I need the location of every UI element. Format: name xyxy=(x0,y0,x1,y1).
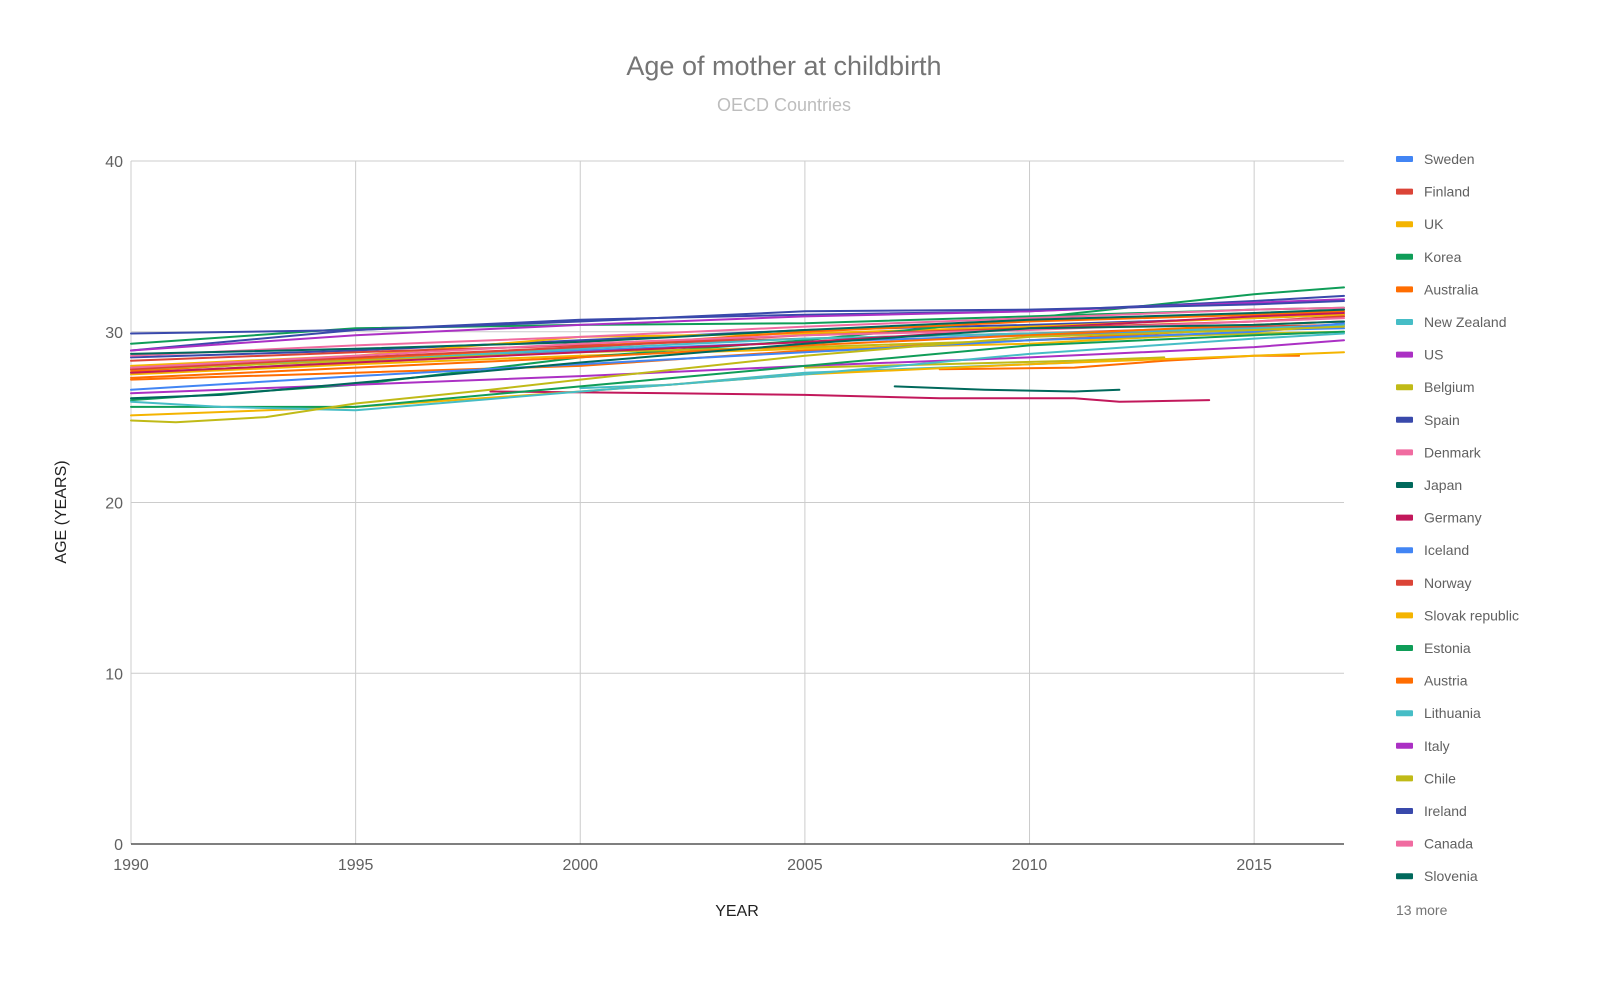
legend-item-label[interactable]: Lithuania xyxy=(1424,705,1481,721)
series-line-canada xyxy=(130,317,1345,369)
legend-more-link[interactable]: 13 more xyxy=(1396,902,1448,918)
legend-item-label[interactable]: Japan xyxy=(1424,477,1462,493)
legend-swatch xyxy=(1396,840,1413,847)
legend-swatch xyxy=(1396,775,1413,782)
x-tick-label: 2000 xyxy=(562,857,598,874)
legend-item-label[interactable]: Korea xyxy=(1424,249,1462,265)
y-tick-label: 20 xyxy=(105,496,123,513)
legend-swatch xyxy=(1396,612,1413,619)
legend-swatch xyxy=(1396,514,1413,521)
legend-item-label[interactable]: Sweden xyxy=(1424,151,1475,167)
series-line-australia xyxy=(130,310,1345,372)
x-tick-label: 2015 xyxy=(1236,857,1272,874)
series-line-more xyxy=(893,385,1121,393)
x-axis-label: YEAR xyxy=(715,903,759,920)
legend-item-label[interactable]: Italy xyxy=(1424,738,1450,754)
series-line-chile xyxy=(130,325,1345,424)
legend-swatch xyxy=(1396,449,1413,456)
x-tick-label: 1995 xyxy=(338,857,374,874)
x-tick-label: 1990 xyxy=(113,857,149,874)
legend-item-label[interactable]: Spain xyxy=(1424,412,1460,428)
legend-swatch xyxy=(1396,579,1413,586)
chart-title: Age of mother at childbirth xyxy=(626,51,941,81)
series-line-ireland xyxy=(130,300,1345,335)
y-tick-label: 0 xyxy=(114,837,123,854)
legend-swatch xyxy=(1396,286,1413,293)
series-line-lithuania xyxy=(130,332,1345,412)
legend-item-label[interactable]: Finland xyxy=(1424,184,1470,200)
series-line-more xyxy=(489,390,1211,403)
series-line-japan xyxy=(130,308,1345,355)
legend-swatch xyxy=(1396,253,1413,260)
y-tick-label: 10 xyxy=(105,666,123,683)
legend-swatch xyxy=(1396,742,1413,749)
axes: 0 10 20 30 40 1990 1995 2000 2005 2010 2015 xyxy=(105,154,1344,874)
legend-swatch xyxy=(1396,384,1413,391)
legend-swatch xyxy=(1396,188,1413,195)
series-line-belgium xyxy=(130,330,1345,371)
series-line-denmark xyxy=(130,306,1345,357)
x-tick-label: 2010 xyxy=(1012,857,1048,874)
legend-item-label[interactable]: New Zealand xyxy=(1424,314,1507,330)
series-line-more xyxy=(803,356,1166,369)
legend-swatch xyxy=(1396,547,1413,554)
legend-item-label[interactable]: UK xyxy=(1424,216,1444,232)
legend-swatch xyxy=(1396,710,1413,717)
legend-swatch xyxy=(1396,482,1413,488)
legend-swatch xyxy=(1396,351,1413,358)
legend-item-label[interactable]: Ireland xyxy=(1424,803,1467,819)
series-line-slovenia xyxy=(130,320,1345,400)
legend-swatch xyxy=(1396,416,1413,423)
y-tick-label: 30 xyxy=(105,325,123,342)
legend-swatch xyxy=(1396,221,1413,228)
series-line-italy xyxy=(130,298,1345,352)
legend-item-label[interactable]: Slovak republic xyxy=(1424,607,1519,623)
y-tick-label: 40 xyxy=(105,154,123,171)
series-line-estonia xyxy=(130,330,1345,408)
series-line-iceland xyxy=(130,322,1345,391)
legend-item-label[interactable]: Norway xyxy=(1424,575,1471,591)
legend-swatch xyxy=(1396,873,1413,880)
series-lines xyxy=(130,286,1345,424)
legend-item-label[interactable]: Australia xyxy=(1424,281,1479,297)
chart-subtitle: OECD Countries xyxy=(717,95,851,115)
legend-swatch xyxy=(1396,319,1413,325)
legend-swatch xyxy=(1396,645,1413,651)
legend-item-label[interactable]: Canada xyxy=(1424,836,1473,852)
legend-item-label[interactable]: Austria xyxy=(1424,673,1468,689)
legend-item-label[interactable]: Denmark xyxy=(1424,444,1482,460)
legend-item-label[interactable]: Slovenia xyxy=(1424,868,1478,884)
legend-swatch xyxy=(1396,156,1413,162)
legend-item-label[interactable]: US xyxy=(1424,347,1443,363)
legend-swatch xyxy=(1396,677,1413,684)
legend: Sweden Finland UK Korea Australia New Zealand… xyxy=(1396,151,1519,918)
y-axis-label: AGE (YEARS) xyxy=(53,460,70,563)
legend-item-label[interactable]: Chile xyxy=(1424,770,1456,786)
legend-item-label[interactable]: Belgium xyxy=(1424,379,1475,395)
legend-item-label[interactable]: Estonia xyxy=(1424,640,1471,656)
x-tick-label: 2005 xyxy=(787,857,823,874)
series-line-germany xyxy=(130,312,1345,374)
legend-item-label[interactable]: Iceland xyxy=(1424,542,1469,558)
legend-item-label[interactable]: Germany xyxy=(1424,510,1482,526)
legend-swatch xyxy=(1396,808,1413,814)
